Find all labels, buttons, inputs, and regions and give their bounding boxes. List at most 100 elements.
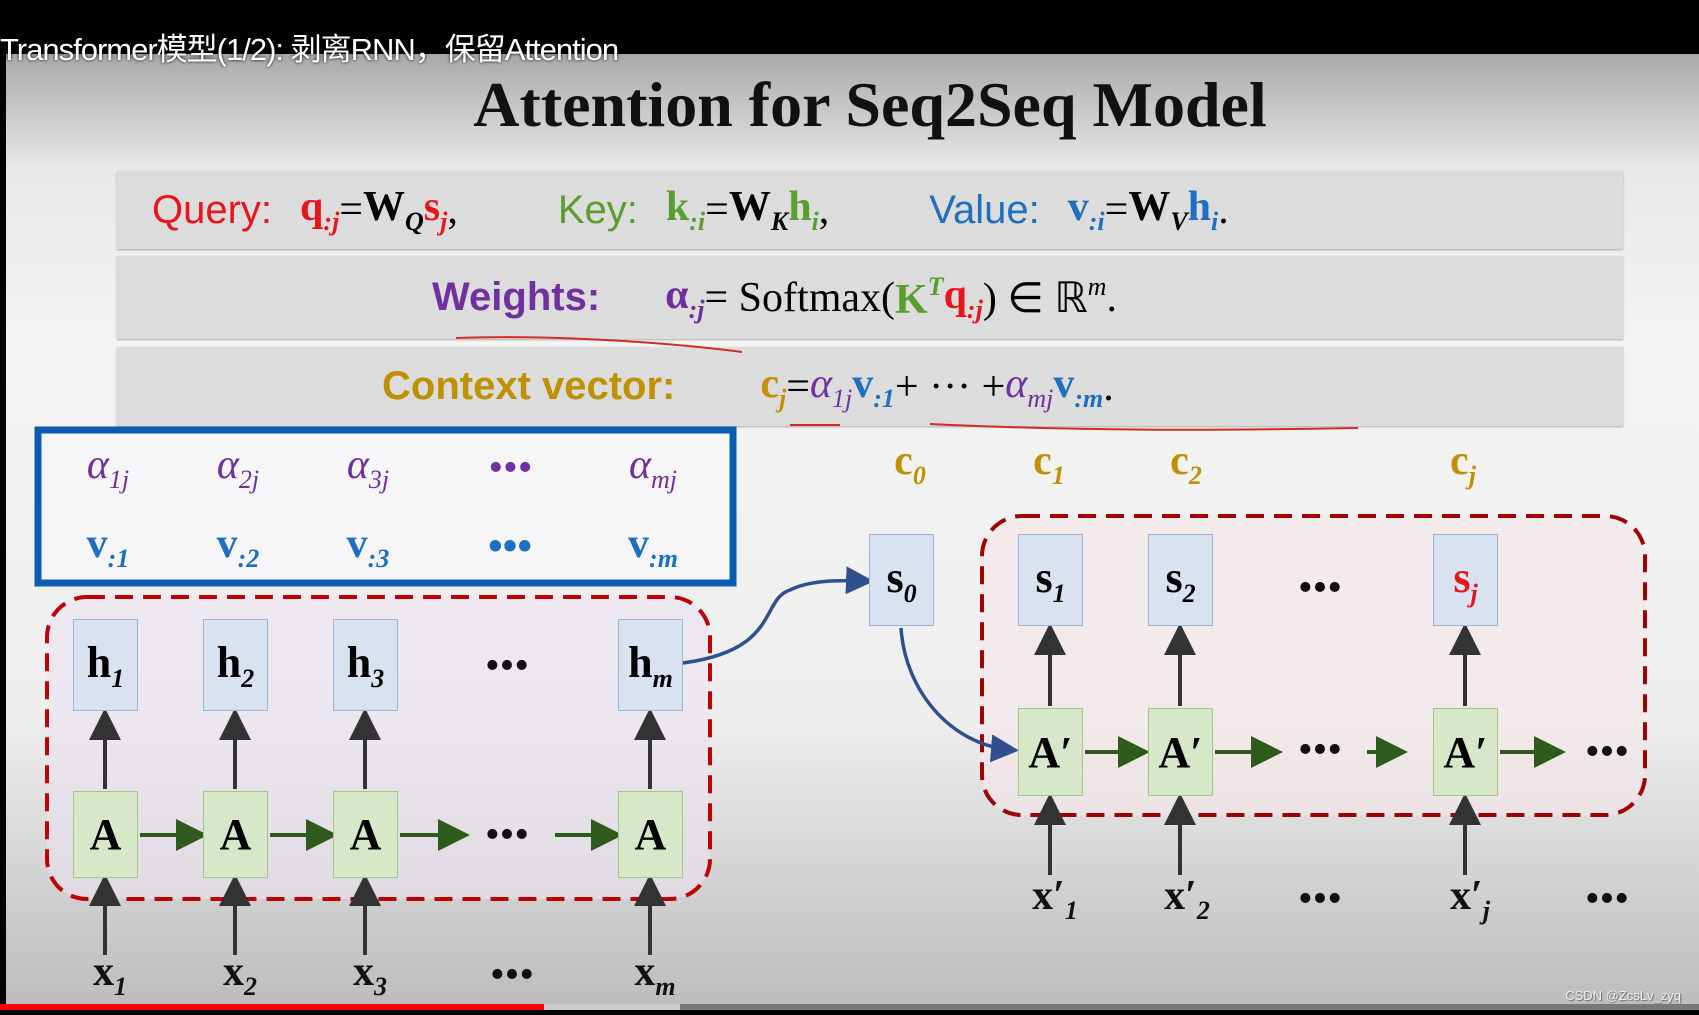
input-label-text: x1 [93, 949, 127, 1001]
math-token: KT [895, 271, 944, 323]
hidden-state-box: h3 [333, 619, 398, 711]
hidden-state-box: h1 [73, 619, 138, 711]
row-label: Key: [557, 187, 638, 232]
encoder-cell-box: A [203, 791, 268, 878]
math-token: WQ [362, 184, 424, 236]
encoder-cell-box-label: A [219, 810, 252, 859]
value-label-text: v:m [628, 521, 678, 573]
decoder-input-label-text: x′j [1449, 873, 1491, 925]
input-label: x2 [223, 948, 257, 1002]
math-token: cj [760, 360, 787, 413]
ellipsis: ••• [1298, 726, 1342, 774]
math-token: = [705, 187, 729, 233]
encoder-cell-box: A [333, 791, 398, 878]
watermark: CSDN @ZcsLv_zyq [1565, 988, 1681, 1003]
annotation-underlines [455, 336, 1359, 431]
encoder-cell-box-label: A [634, 810, 667, 859]
context-label: c2 [1170, 437, 1202, 491]
input-label: ••• [490, 951, 534, 999]
math-token: . [1218, 187, 1229, 233]
played-bar [0, 1004, 544, 1010]
alpha-label-text: α2j [216, 442, 260, 494]
math-token: , [447, 187, 458, 233]
row-label: Context vector: [382, 364, 676, 408]
math-token: WV [1128, 184, 1188, 236]
math-token: . [1103, 363, 1114, 410]
ellipsis-text: ••• [1584, 729, 1630, 775]
math-token: α:j [665, 271, 705, 324]
context-label-text: cj [1450, 438, 1476, 490]
context-vector-row: Context vector: cj = α1j v:1 + ··· + αmj v:… [117, 347, 1623, 426]
value-label-text: ••• [487, 524, 533, 570]
decoder-state-box-label: s2 [1165, 552, 1196, 608]
math-token: , [818, 187, 830, 233]
decoder-cell-box-label: A′ [1028, 727, 1073, 777]
decoder-input-label-text: x′1 [1032, 873, 1078, 925]
query-key-value-row: Query: q:j = WQ sj, Key: k:i = WK hi, Value: v:… [117, 171, 1623, 249]
encoder-cell-box: A [73, 791, 138, 878]
decoder-state-box: sj [1433, 534, 1498, 626]
decoder-state-box: s1 [1018, 534, 1083, 626]
math-token: v:i [1067, 184, 1105, 236]
math-token: v:m [1053, 360, 1104, 413]
hidden-state-box-label: h2 [216, 637, 255, 693]
input-label-text: x3 [353, 949, 387, 1001]
s0-to-a1-arrow [899, 627, 1019, 763]
alpha-label-text: αmj [628, 442, 678, 494]
math-token: hi [788, 184, 819, 236]
context-label-text: c0 [894, 438, 926, 490]
alpha-label: α1j [87, 441, 129, 495]
math-token: q:j [300, 184, 340, 236]
decoder-input-label: x′1 [1032, 872, 1078, 926]
decoder-state-box: s2 [1148, 534, 1213, 626]
value-label-text: v:3 [346, 521, 390, 573]
math-token: sj [423, 184, 448, 236]
math-token: = [1104, 187, 1129, 233]
hidden-state-box: h2 [203, 619, 268, 711]
input-label: xm [634, 948, 675, 1002]
context-label-text: c2 [1170, 438, 1202, 490]
decoder-input-label: ••• [1585, 875, 1629, 923]
input-label-text: x2 [223, 949, 257, 1001]
input-label-text: xm [634, 949, 676, 1001]
decoder-input-label-text: ••• [1584, 876, 1630, 922]
ellipsis: ••• [485, 811, 529, 859]
ellipsis: ••• [1585, 728, 1629, 776]
math-token: . [1106, 274, 1117, 321]
decoder-cell-box: A′ [1433, 708, 1498, 796]
alpha-label: α2j [217, 441, 259, 495]
input-label: x1 [93, 948, 127, 1002]
decoder-input-label: ••• [1298, 875, 1342, 923]
context-label-text: c1 [1033, 438, 1065, 490]
row-label: Value: [929, 187, 1040, 232]
encoder-cell-box: A [618, 791, 683, 878]
math-token: = [786, 363, 810, 410]
decoder-input-label-text: x′2 [1164, 873, 1210, 925]
decoder-input-label: x′j [1450, 872, 1490, 926]
input-label-text: ••• [489, 952, 535, 998]
value-label: v:3 [347, 520, 390, 574]
math-token: αmj [1005, 360, 1054, 413]
math-token: q:j [943, 271, 983, 324]
ellipsis-text: ••• [484, 812, 530, 858]
video-progress-bar[interactable] [0, 1004, 1699, 1010]
math-token: = Softmax( [704, 274, 896, 321]
context-label: c0 [894, 437, 926, 491]
ellipsis-text: ••• [1297, 727, 1343, 773]
slide-title: Attention for Seq2Seq Model [473, 69, 1267, 140]
ellipsis-text: ••• [1297, 565, 1343, 611]
context-label: c1 [1033, 437, 1065, 491]
decoder-cell-box: A′ [1148, 708, 1213, 796]
hidden-state-box-label: hm [628, 637, 673, 693]
context-label: cj [1450, 437, 1476, 491]
attention-box [34, 426, 737, 587]
decoder-input-label-text: ••• [1297, 876, 1343, 922]
ellipsis: ••• [1298, 564, 1342, 612]
alpha-label-text: α3j [346, 442, 390, 494]
value-label: ••• [488, 523, 532, 571]
hidden-state-box-label: h3 [346, 637, 385, 693]
row-label: Query: [152, 187, 273, 232]
encoder-cell-box-label: A [349, 810, 382, 859]
encoder-cell-box-label: A [89, 810, 122, 859]
